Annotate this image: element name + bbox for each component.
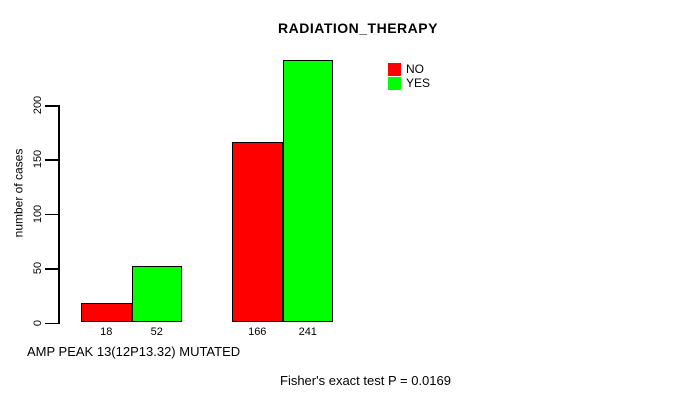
y-tick-label: 0 — [32, 319, 44, 326]
legend-label-yes: YES — [406, 76, 431, 90]
bar-value-label: 166 — [248, 326, 267, 338]
y-tick-label: 100 — [32, 204, 44, 223]
y-axis-label: number of cases — [11, 148, 26, 238]
legend-item-yes: YES — [388, 76, 430, 90]
legend-item-no: NO — [388, 62, 430, 76]
y-tick — [45, 213, 58, 216]
bar-value-label: 241 — [298, 326, 317, 338]
bar-yes-group-2 — [282, 60, 333, 323]
bar-value-label: 18 — [100, 326, 113, 338]
y-tick-label: 150 — [32, 150, 44, 169]
y-tick — [45, 268, 58, 270]
bar-no-group-2 — [232, 141, 283, 323]
bar-yes-group-1 — [131, 265, 182, 323]
bar-value-label: 52 — [150, 326, 163, 338]
legend-swatch-yes — [388, 76, 401, 90]
bar-no-group-1 — [81, 302, 132, 323]
legend: NO YES — [388, 62, 430, 90]
y-tick-label: 50 — [32, 262, 44, 275]
legend-label-no: NO — [406, 62, 424, 76]
y-tick-label: 200 — [32, 95, 44, 115]
y-axis-line — [58, 105, 60, 324]
x-axis-label: AMP PEAK 13(12P13.32) MUTATED — [27, 344, 241, 359]
y-tick — [45, 322, 58, 324]
legend-swatch-no — [388, 62, 401, 76]
y-tick — [45, 105, 58, 107]
y-tick — [45, 159, 58, 161]
chart-title: RADIATION_THERAPY — [278, 20, 438, 36]
annotation-fisher-test: Fisher's exact test P = 0.0169 — [280, 373, 451, 388]
